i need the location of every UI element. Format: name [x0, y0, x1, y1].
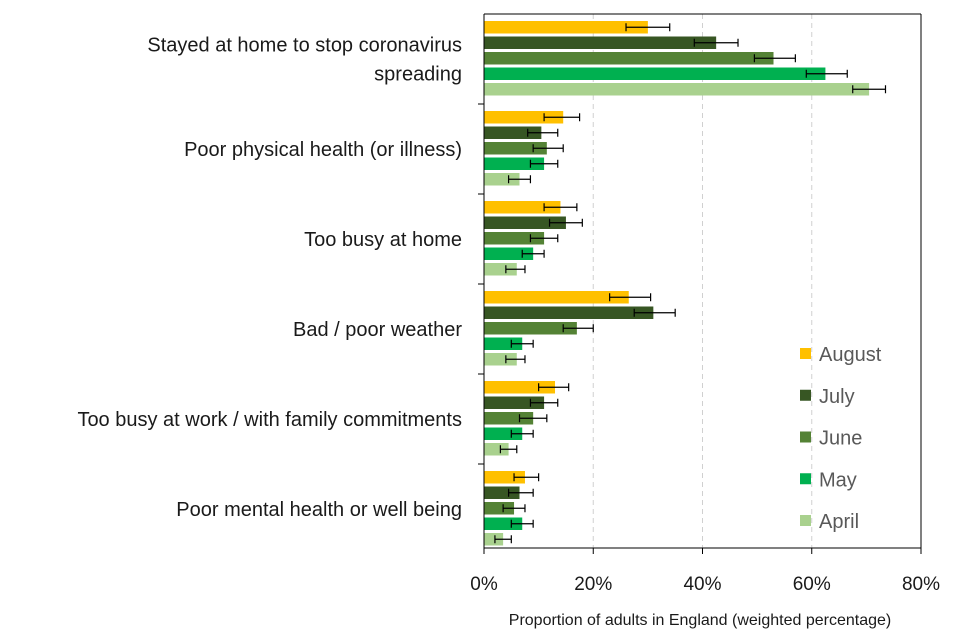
category-label: Poor mental health or well being [176, 499, 462, 521]
bar-june-cat4 [484, 412, 534, 425]
legend-swatch-may [800, 473, 811, 485]
bar-may-cat0 [484, 67, 826, 80]
bar-april-cat1 [484, 173, 520, 186]
bar-august-cat4 [484, 381, 556, 394]
bar-july-cat1 [484, 126, 542, 139]
bar-august-cat3 [484, 291, 629, 304]
legend-swatch-august [800, 348, 811, 359]
x-tick-label: 20% [574, 574, 612, 595]
bar-june-cat5 [484, 502, 515, 515]
x-axis-title: Proportion of adults in England (weighte… [509, 612, 891, 629]
bar-june-cat1 [484, 142, 547, 155]
legend-swatch-july [800, 389, 811, 401]
bar-may-cat5 [484, 517, 523, 530]
x-tick-label: 60% [793, 574, 831, 595]
bar-august-cat5 [484, 471, 525, 484]
bar-april-cat5 [484, 533, 504, 546]
legend-swatch-april [800, 515, 811, 526]
legend-label-july: July [819, 386, 855, 408]
bar-june-cat0 [484, 52, 774, 65]
bar-may-cat4 [484, 427, 523, 440]
bar-june-cat2 [484, 232, 545, 245]
bar-april-cat2 [484, 263, 517, 276]
bar-july-cat4 [484, 396, 545, 409]
x-tick-label: 80% [902, 574, 940, 595]
bar-july-cat3 [484, 306, 654, 319]
category-label: Too busy at home [304, 229, 462, 251]
bar-april-cat3 [484, 353, 517, 366]
legend-label-june: June [819, 428, 862, 450]
bar-april-cat4 [484, 443, 509, 456]
category-label: Stayed at home to stop coronavirus [147, 35, 462, 57]
legend-label-may: May [819, 469, 857, 491]
bar-may-cat1 [484, 157, 545, 170]
bar-april-cat0 [484, 83, 870, 96]
legend-swatch-june [800, 431, 811, 443]
category-label: Bad / poor weather [293, 319, 462, 341]
bar-july-cat5 [484, 486, 520, 499]
category-label: Poor physical health (or illness) [184, 139, 462, 161]
bar-may-cat3 [484, 337, 523, 350]
bar-august-cat0 [484, 21, 648, 34]
bar-may-cat2 [484, 247, 534, 260]
legend-label-april: April [819, 511, 859, 533]
x-tick-label: 0% [470, 574, 498, 595]
category-label: Too busy at work / with family commitmen… [77, 409, 462, 431]
category-label: spreading [374, 64, 462, 86]
x-tick-label: 40% [683, 574, 721, 595]
bar-august-cat2 [484, 201, 561, 214]
legend-label-august: August [819, 344, 882, 366]
bar-july-cat0 [484, 36, 717, 49]
bar-july-cat2 [484, 216, 566, 229]
bar-june-cat3 [484, 322, 577, 335]
bar-august-cat1 [484, 111, 564, 124]
